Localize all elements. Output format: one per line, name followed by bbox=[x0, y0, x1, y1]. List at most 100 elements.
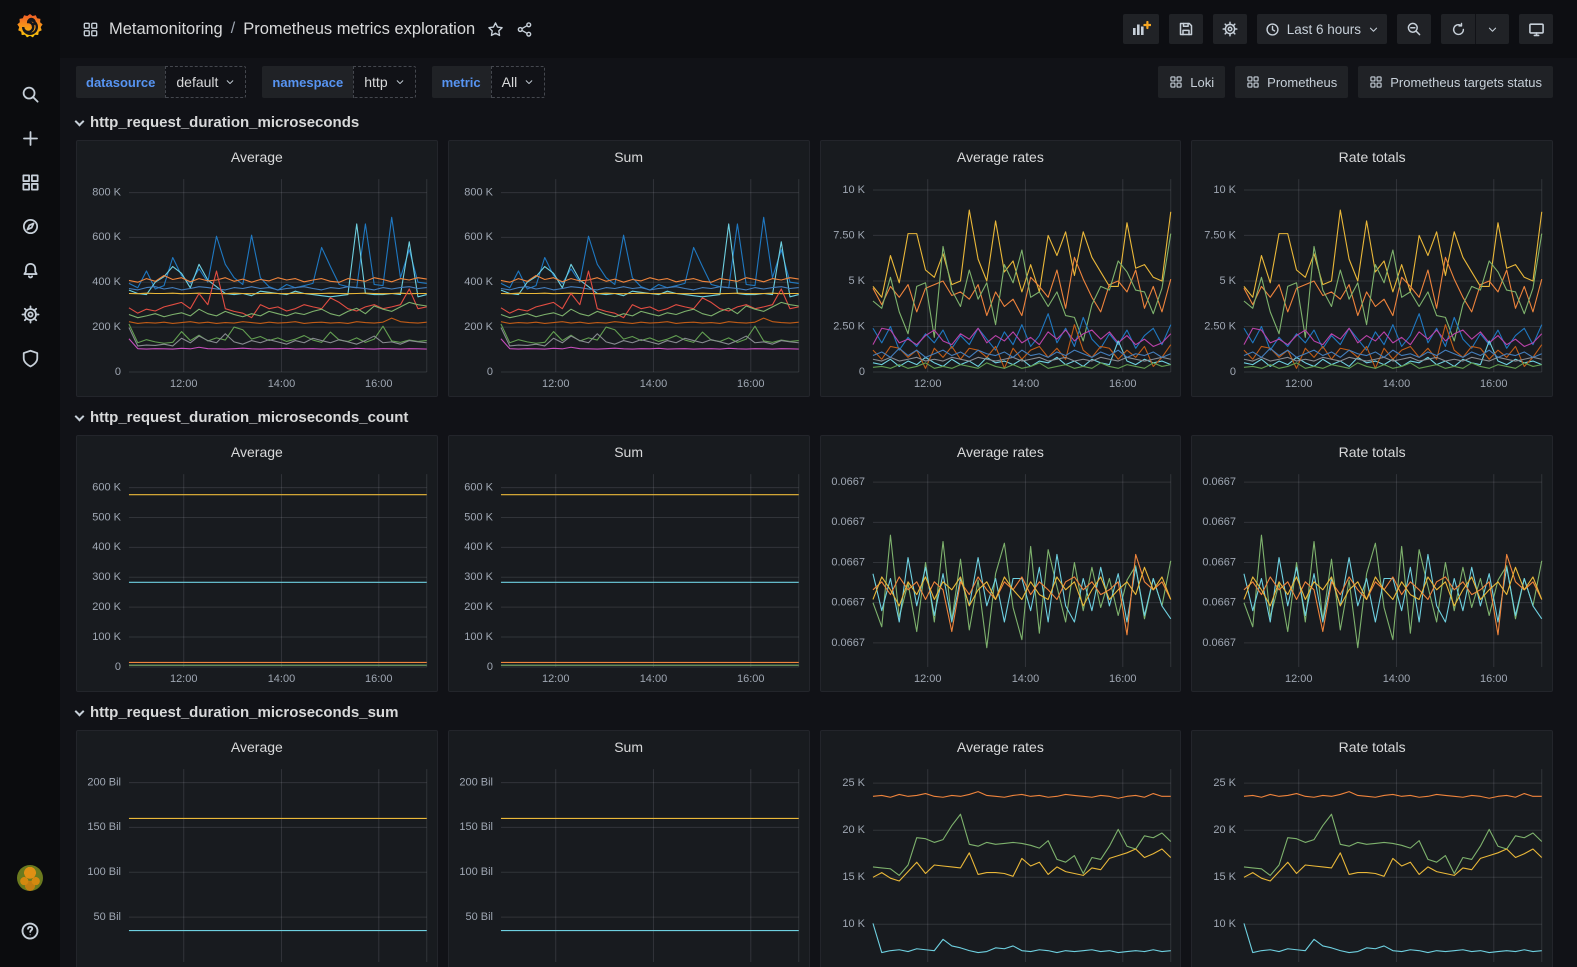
timeseries-chart[interactable]: 02.50 K5 K7.50 K10 K12:0014:0016:00 bbox=[1192, 171, 1552, 396]
time-range-picker[interactable]: Last 6 hours bbox=[1257, 14, 1387, 44]
variable-value-dropdown[interactable]: http bbox=[353, 66, 415, 98]
timeseries-chart[interactable]: 10 K15 K20 K25 K12:0014:0016:00 bbox=[821, 761, 1181, 967]
svg-text:12:00: 12:00 bbox=[170, 378, 198, 390]
chevron-down-icon bbox=[75, 411, 85, 421]
svg-text:0.0667: 0.0667 bbox=[1203, 556, 1237, 568]
timeseries-chart[interactable]: 50 Bil100 Bil150 Bil200 Bil12:0014:0016:… bbox=[77, 761, 437, 967]
search-icon[interactable] bbox=[8, 72, 52, 116]
panel-title[interactable]: Rate totals bbox=[1192, 731, 1552, 761]
svg-text:400 K: 400 K bbox=[464, 276, 493, 288]
panel-title[interactable]: Average bbox=[77, 141, 437, 171]
alerting-bell-icon[interactable] bbox=[8, 248, 52, 292]
server-admin-shield-icon[interactable] bbox=[8, 336, 52, 380]
svg-text:12:00: 12:00 bbox=[913, 673, 941, 685]
svg-text:0.0667: 0.0667 bbox=[1203, 516, 1237, 528]
chevron-down-icon bbox=[75, 706, 85, 716]
chevron-down-icon bbox=[225, 77, 235, 87]
panel-title[interactable]: Average rates bbox=[821, 141, 1181, 171]
chevron-down-icon bbox=[524, 77, 534, 87]
panel-average: Average 0200 K400 K600 K800 K12:0014:001… bbox=[76, 140, 438, 397]
panel-average-rates: Average rates 0.06670.06670.06670.06670.… bbox=[820, 435, 1182, 692]
create-plus-icon[interactable] bbox=[8, 116, 52, 160]
timeseries-chart[interactable]: 0.06670.06670.06670.06670.066712:0014:00… bbox=[821, 466, 1181, 691]
svg-text:5 K: 5 K bbox=[848, 275, 865, 287]
variable-value-dropdown[interactable]: All bbox=[491, 66, 546, 98]
dashboards-icon[interactable] bbox=[8, 160, 52, 204]
timeseries-chart[interactable]: 02.50 K5 K7.50 K10 K12:0014:0016:00 bbox=[821, 171, 1181, 396]
panel-title[interactable]: Rate totals bbox=[1192, 141, 1552, 171]
svg-text:400 K: 400 K bbox=[92, 276, 121, 288]
timeseries-chart[interactable]: 0100 K200 K300 K400 K500 K600 K12:0014:0… bbox=[449, 466, 809, 691]
save-dashboard-button[interactable] bbox=[1169, 14, 1203, 44]
dashboard-topbar: Metamonitoring / Prometheus metrics expl… bbox=[60, 0, 1577, 58]
apps-grid-icon bbox=[1369, 75, 1383, 89]
dashboard-link-prometheus[interactable]: Prometheus bbox=[1235, 66, 1348, 98]
panel-title[interactable]: Rate totals bbox=[1192, 436, 1552, 466]
svg-text:0: 0 bbox=[1230, 366, 1236, 378]
variable-namespace: namespace http bbox=[262, 66, 415, 98]
user-avatar[interactable] bbox=[17, 865, 43, 891]
svg-text:16:00: 16:00 bbox=[1109, 378, 1137, 390]
cycle-view-mode-button[interactable] bbox=[1519, 14, 1553, 44]
svg-text:500 K: 500 K bbox=[92, 511, 121, 523]
variable-value-text: All bbox=[502, 74, 518, 90]
dashboard-links: Loki Prometheus Prometheus targets statu… bbox=[1158, 66, 1553, 98]
row-toggle[interactable]: http_request_duration_microseconds_count bbox=[76, 409, 1553, 426]
svg-text:2.50 K: 2.50 K bbox=[1204, 320, 1236, 332]
timeseries-chart[interactable]: 10 K15 K20 K25 K12:0014:0016:00 bbox=[1192, 761, 1552, 967]
panel-sum: Sum 0100 K200 K300 K400 K500 K600 K12:00… bbox=[448, 435, 810, 692]
panel-title[interactable]: Sum bbox=[449, 731, 809, 761]
dashboard-link-loki[interactable]: Loki bbox=[1158, 66, 1225, 98]
star-icon[interactable] bbox=[487, 21, 504, 38]
svg-text:200 K: 200 K bbox=[464, 601, 493, 613]
variable-datasource: datasource default bbox=[76, 66, 246, 98]
sidebar-menu bbox=[8, 72, 52, 380]
panel-title[interactable]: Average bbox=[77, 436, 437, 466]
variable-label: datasource bbox=[76, 66, 165, 98]
chevron-down-icon bbox=[1487, 24, 1498, 35]
clock-icon bbox=[1265, 22, 1280, 37]
zoom-out-button[interactable] bbox=[1397, 14, 1431, 44]
svg-text:14:00: 14:00 bbox=[1011, 673, 1038, 685]
timeseries-chart[interactable]: 0200 K400 K600 K800 K12:0014:0016:00 bbox=[449, 171, 809, 396]
chevron-down-icon bbox=[395, 77, 405, 87]
explore-compass-icon[interactable] bbox=[8, 204, 52, 248]
panel-row: Average 50 Bil100 Bil150 Bil200 Bil12:00… bbox=[76, 730, 1553, 967]
grafana-logo-icon bbox=[13, 10, 47, 44]
panel-title[interactable]: Average rates bbox=[821, 436, 1181, 466]
timeseries-chart[interactable]: 0200 K400 K600 K800 K12:0014:0016:00 bbox=[77, 171, 437, 396]
dashboard-link-prometheus-targets[interactable]: Prometheus targets status bbox=[1358, 66, 1553, 98]
dashboard-subbar: datasource default namespace http metric… bbox=[60, 58, 1577, 100]
configuration-gear-icon[interactable] bbox=[8, 292, 52, 336]
grafana-logo[interactable] bbox=[12, 10, 48, 46]
grafana-app: Metamonitoring / Prometheus metrics expl… bbox=[0, 0, 1577, 967]
timeseries-chart[interactable]: 50 Bil100 Bil150 Bil200 Bil12:0014:0016:… bbox=[449, 761, 809, 967]
help-icon[interactable] bbox=[8, 909, 52, 953]
svg-text:10 K: 10 K bbox=[1214, 918, 1237, 930]
svg-text:16:00: 16:00 bbox=[737, 673, 765, 685]
variable-value-dropdown[interactable]: default bbox=[165, 66, 246, 98]
panel-average: Average 0100 K200 K300 K400 K500 K600 K1… bbox=[76, 435, 438, 692]
breadcrumb-folder[interactable]: Metamonitoring bbox=[109, 20, 223, 39]
row-toggle[interactable]: http_request_duration_microseconds_sum bbox=[76, 704, 1553, 721]
timeseries-chart[interactable]: 0100 K200 K300 K400 K500 K600 K12:0014:0… bbox=[77, 466, 437, 691]
svg-text:10 K: 10 K bbox=[1214, 184, 1237, 196]
add-panel-button[interactable] bbox=[1123, 14, 1159, 44]
breadcrumb-dashboard-title[interactable]: Prometheus metrics exploration bbox=[243, 20, 475, 39]
refresh-interval-dropdown[interactable] bbox=[1475, 14, 1509, 44]
panel-title[interactable]: Sum bbox=[449, 436, 809, 466]
svg-text:150 Bil: 150 Bil bbox=[459, 821, 493, 833]
svg-text:25 K: 25 K bbox=[842, 777, 865, 789]
svg-text:500 K: 500 K bbox=[464, 511, 493, 523]
variable-value-text: http bbox=[364, 74, 387, 90]
share-icon[interactable] bbox=[516, 21, 533, 38]
panel-title[interactable]: Sum bbox=[449, 141, 809, 171]
refresh-button[interactable] bbox=[1441, 14, 1475, 44]
row-toggle[interactable]: http_request_duration_microseconds bbox=[76, 114, 1553, 131]
dashboard-settings-button[interactable] bbox=[1213, 14, 1247, 44]
panel-title[interactable]: Average bbox=[77, 731, 437, 761]
panel-row: Average 0200 K400 K600 K800 K12:0014:001… bbox=[76, 140, 1553, 397]
timeseries-chart[interactable]: 0.06670.06670.06670.06670.066712:0014:00… bbox=[1192, 466, 1552, 691]
svg-text:12:00: 12:00 bbox=[542, 673, 570, 685]
panel-title[interactable]: Average rates bbox=[821, 731, 1181, 761]
